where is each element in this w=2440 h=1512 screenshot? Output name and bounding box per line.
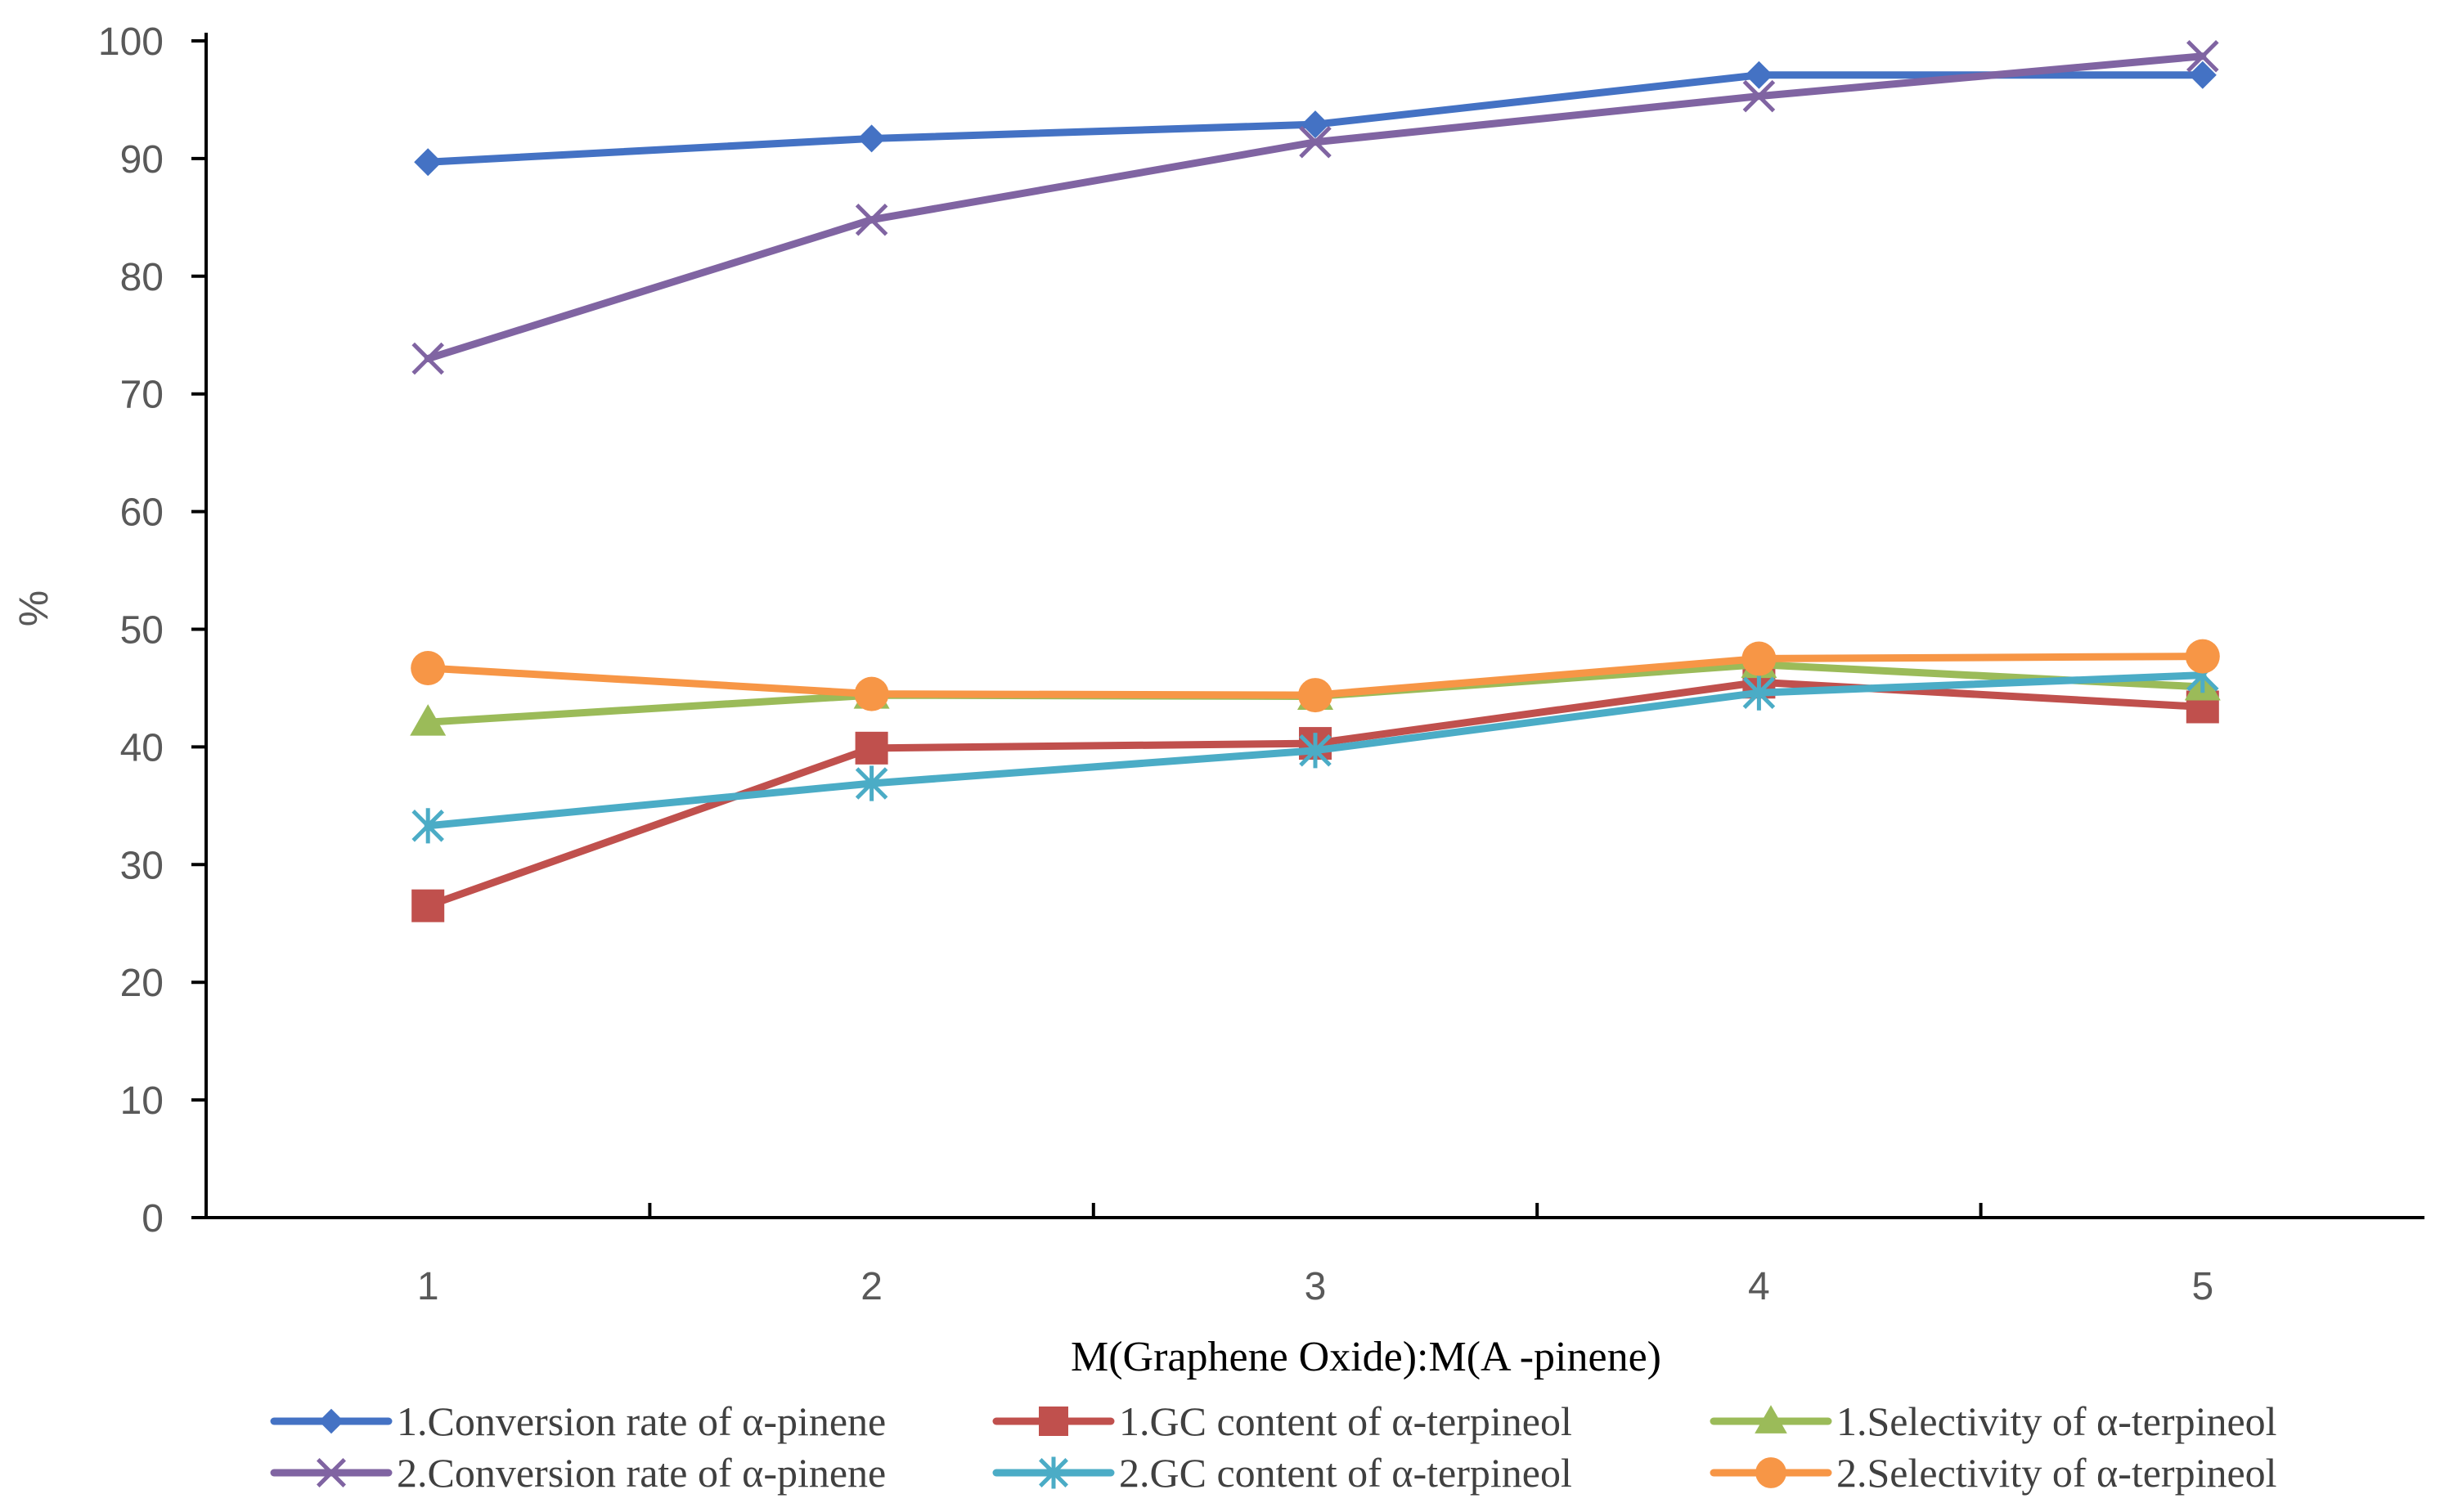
x-tick-label: 1 — [417, 1265, 439, 1308]
data-point — [411, 650, 446, 685]
data-point — [1299, 733, 1332, 769]
data-point — [411, 342, 444, 375]
y-tick-label: 20 — [120, 962, 164, 1005]
y-tick-label: 60 — [120, 491, 164, 535]
data-point — [857, 124, 886, 153]
x-tick-label: 3 — [1305, 1265, 1327, 1308]
legend: 1.Conversion rate of α-pinene 1.GC conten… — [270, 1398, 2277, 1496]
data-point — [1298, 678, 1332, 713]
series-6 — [411, 639, 2220, 713]
series-1 — [414, 61, 2217, 177]
legend-item: 1.GC content of α-terpineol — [992, 1398, 1572, 1444]
legend-label: 2.Conversion rate of α-pinene — [397, 1450, 886, 1496]
legend-marker — [1039, 1456, 1068, 1489]
data-point — [855, 731, 888, 765]
legend-item: 2.Selectivity of α-terpineol — [1710, 1450, 2277, 1496]
data-point — [2186, 39, 2219, 73]
y-tick-label: 0 — [142, 1197, 164, 1241]
legend-item: 2.Conversion rate of α-pinene — [270, 1450, 886, 1496]
legend-marker — [317, 1458, 346, 1487]
data-point — [411, 889, 445, 922]
data-point — [855, 203, 888, 236]
y-tick-label: 80 — [120, 256, 164, 299]
data-point — [411, 808, 444, 844]
y-tick-label: 90 — [120, 138, 164, 182]
legend-marker — [1755, 1457, 1786, 1488]
data-point — [1299, 125, 1332, 159]
legend-label: 1.GC content of α-terpineol — [1119, 1398, 1572, 1444]
y-tick-label: 40 — [120, 726, 164, 769]
data-point — [1742, 79, 1776, 113]
data-point — [2185, 639, 2220, 674]
legend-item: 2.GC content of α-terpineol — [992, 1450, 1572, 1496]
x-tick-label: 2 — [861, 1265, 883, 1308]
data-point — [410, 704, 447, 736]
data-point — [854, 676, 889, 711]
data-point — [1301, 110, 1329, 139]
legend-item: 1.Selectivity of α-terpineol — [1710, 1398, 2277, 1444]
legend-label: 1.Conversion rate of α-pinene — [397, 1398, 886, 1444]
legend-marker — [1039, 1407, 1068, 1436]
data-point — [2188, 61, 2217, 89]
legend-label: 2.GC content of α-terpineol — [1119, 1450, 1572, 1496]
y-tick-label: 50 — [120, 609, 164, 653]
series-line — [424, 52, 2207, 363]
x-tick-label: 4 — [1748, 1265, 1770, 1308]
y-tick-label: 10 — [120, 1079, 164, 1123]
y-tick-label: 30 — [120, 844, 164, 887]
legend-label: 2.Selectivity of α-terpineol — [1836, 1450, 2277, 1496]
data-point — [1742, 675, 1776, 711]
data-point — [1745, 61, 1773, 89]
y-axis-title: % — [11, 590, 56, 626]
legend-marker — [318, 1408, 344, 1434]
series-line — [424, 678, 2207, 910]
legend-label: 1.Selectivity of α-terpineol — [1836, 1398, 2277, 1444]
axes: 0 10 20 30 40 50 60 70 80 90 100 1 2 3 4 5 — [98, 20, 2424, 1308]
data-point — [1741, 641, 1777, 676]
y-tick-label: 70 — [120, 374, 164, 417]
series-4 — [411, 39, 2219, 375]
legend-marker — [1755, 1405, 1787, 1433]
x-tick-label: 5 — [2191, 1265, 2213, 1308]
data-point — [414, 148, 443, 177]
legend-item: 1.Conversion rate of α-pinene — [270, 1398, 886, 1444]
x-axis-title: M(Graphene Oxide):M(A -pinene) — [1071, 1334, 1661, 1380]
series-layer — [410, 39, 2221, 922]
y-tick-label: 100 — [98, 20, 164, 64]
data-point — [855, 765, 888, 801]
